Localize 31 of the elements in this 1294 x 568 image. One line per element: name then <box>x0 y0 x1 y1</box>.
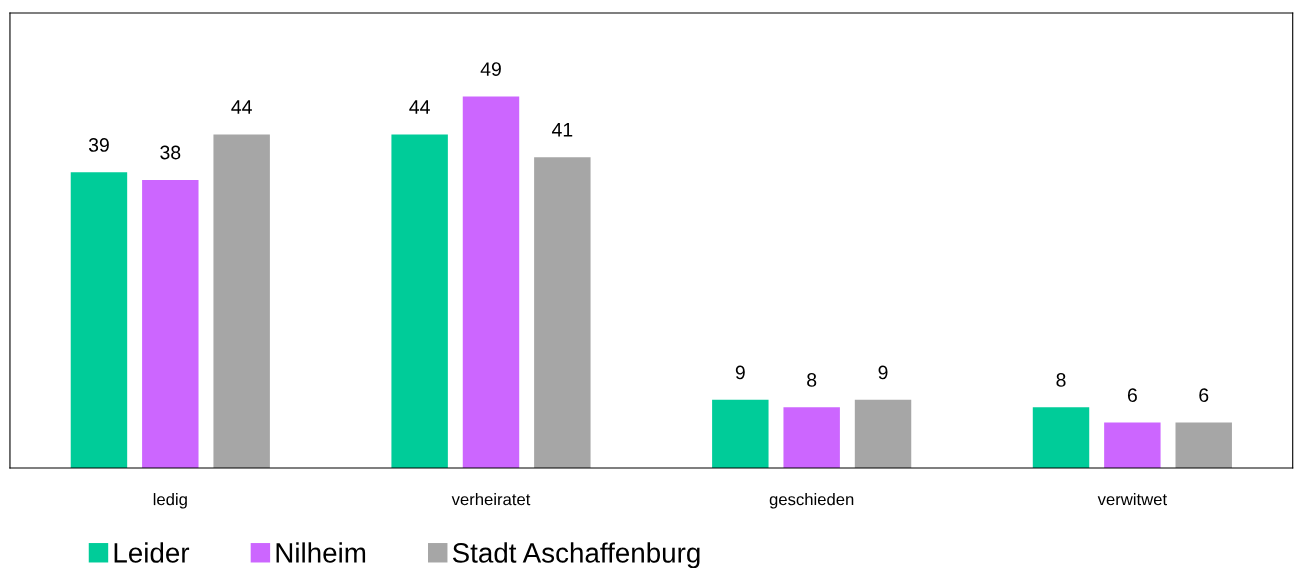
x-tick-label: verwitwet <box>1097 493 1167 506</box>
x-tick-label: geschieden <box>769 493 854 509</box>
bar <box>213 134 270 469</box>
bar <box>1175 422 1232 469</box>
bar <box>783 407 840 469</box>
data-label: 8 <box>807 373 817 387</box>
bar <box>1104 422 1161 469</box>
data-label: 49 <box>480 62 501 76</box>
bar <box>142 179 199 469</box>
bar <box>70 172 128 469</box>
bar <box>391 134 448 469</box>
bar <box>854 399 912 469</box>
legend-label: Nilheim <box>276 542 366 563</box>
data-label: 6 <box>1127 388 1137 403</box>
x-tick-label: ledig <box>153 493 187 509</box>
data-label: 8 <box>1056 373 1066 387</box>
bar <box>712 399 769 469</box>
data-label: 9 <box>878 365 888 380</box>
data-label: 41 <box>551 123 573 137</box>
data-label: 44 <box>409 100 430 114</box>
data-label: 6 <box>1199 388 1209 403</box>
legend-label: Leider <box>114 542 190 563</box>
data-label: 38 <box>160 145 181 160</box>
data-label: 39 <box>88 138 109 152</box>
data-label: 9 <box>735 365 745 380</box>
data-label: 44 <box>231 100 252 114</box>
bar <box>462 96 520 469</box>
bar <box>534 157 591 469</box>
x-tick-label: verheiratet <box>451 493 531 506</box>
bar <box>1032 407 1090 469</box>
legend-label: Stadt Aschaffenburg <box>452 542 700 568</box>
